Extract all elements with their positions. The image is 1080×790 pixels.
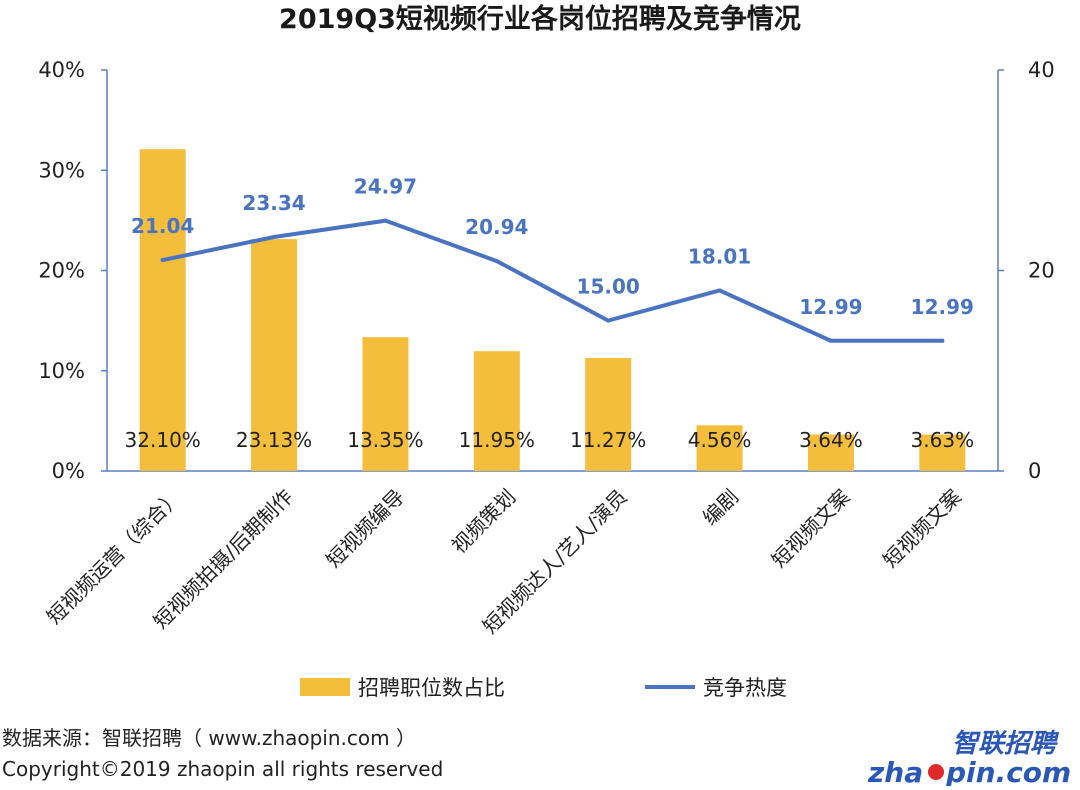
bar [696, 425, 743, 471]
line-value-label: 12.99 [799, 295, 862, 319]
bar [919, 434, 966, 471]
bar-value-label: 3.64% [799, 428, 863, 452]
right-axis-tick-label: 40 [1028, 58, 1055, 82]
line-point [940, 338, 945, 343]
bar [251, 239, 298, 471]
left-axis-tick-label: 40% [38, 58, 85, 82]
bar-value-label: 11.27% [570, 428, 646, 452]
line-value-label: 15.00 [577, 275, 640, 299]
right-axis-tick-label: 0 [1028, 459, 1041, 483]
category-label: 短视频文案 [767, 485, 855, 573]
category-label: 短视频文案 [878, 485, 966, 573]
bar-value-label: 4.56% [688, 428, 752, 452]
line-point [828, 338, 833, 343]
line-value-label: 20.94 [465, 215, 528, 239]
logo-dot-icon [928, 764, 944, 780]
copyright-note: Copyright©2019 zhaopin all rights reserv… [2, 757, 444, 781]
line-point [606, 318, 611, 323]
legend-bar-series: 招聘职位数占比 [300, 672, 505, 702]
left-axis-tick-label: 0% [52, 459, 85, 483]
left-axis-tick-label: 10% [38, 359, 85, 383]
category-label: 编剧 [698, 485, 743, 530]
legend-line-label: 竞争热度 [703, 676, 787, 700]
line-point [494, 259, 499, 264]
competition-line [160, 218, 945, 343]
bar [807, 434, 854, 471]
line-point [717, 288, 722, 293]
chart-title: 2019Q3短视频行业各岗位招聘及竞争情况 [279, 4, 801, 35]
legend-line-series: 竞争热度 [645, 672, 787, 702]
bar [362, 337, 409, 471]
source-note: 数据来源：智联招聘（ www.zhaopin.com ） [2, 726, 416, 750]
line-value-label: 18.01 [688, 244, 751, 268]
category-label: 短视频编导 [321, 485, 409, 573]
line-point [160, 258, 165, 263]
legend-bar-label: 招聘职位数占比 [358, 676, 505, 700]
left-axis-tick-label: 20% [38, 259, 85, 283]
bar [585, 358, 632, 471]
bar-value-label: 11.95% [459, 428, 535, 452]
legend-line-swatch [645, 685, 695, 689]
left-axis-tick-label: 30% [38, 158, 85, 182]
legend-bar-swatch [300, 678, 350, 696]
line-point [272, 235, 277, 240]
bar [473, 351, 520, 471]
logo-en-left: zha [867, 756, 923, 786]
line-value-label: 23.34 [242, 191, 305, 215]
line-point [383, 218, 388, 223]
line-value-label: 12.99 [911, 295, 974, 319]
right-axis-tick-label: 20 [1028, 259, 1055, 283]
bar-value-label: 13.35% [347, 428, 423, 452]
bar [139, 149, 186, 471]
logo-en-right: pin.com [945, 756, 1071, 786]
bar-value-label: 23.13% [236, 428, 312, 452]
category-label: 视频策划 [447, 485, 521, 559]
zhaopin-logo: 智联招聘 zha pin.com [867, 729, 1071, 786]
logo-cn-text: 智联招聘 [952, 729, 1060, 759]
combo-chart: 0% 10% 20% 30% 40% 0 20 40 32.10% 23.13% 13.35% 11.… [38, 58, 1055, 638]
line-value-label: 21.04 [131, 214, 194, 238]
bar-value-label: 3.63% [911, 428, 975, 452]
bar-value-label: 32.10% [125, 428, 201, 452]
line-value-label: 24.97 [354, 175, 417, 199]
